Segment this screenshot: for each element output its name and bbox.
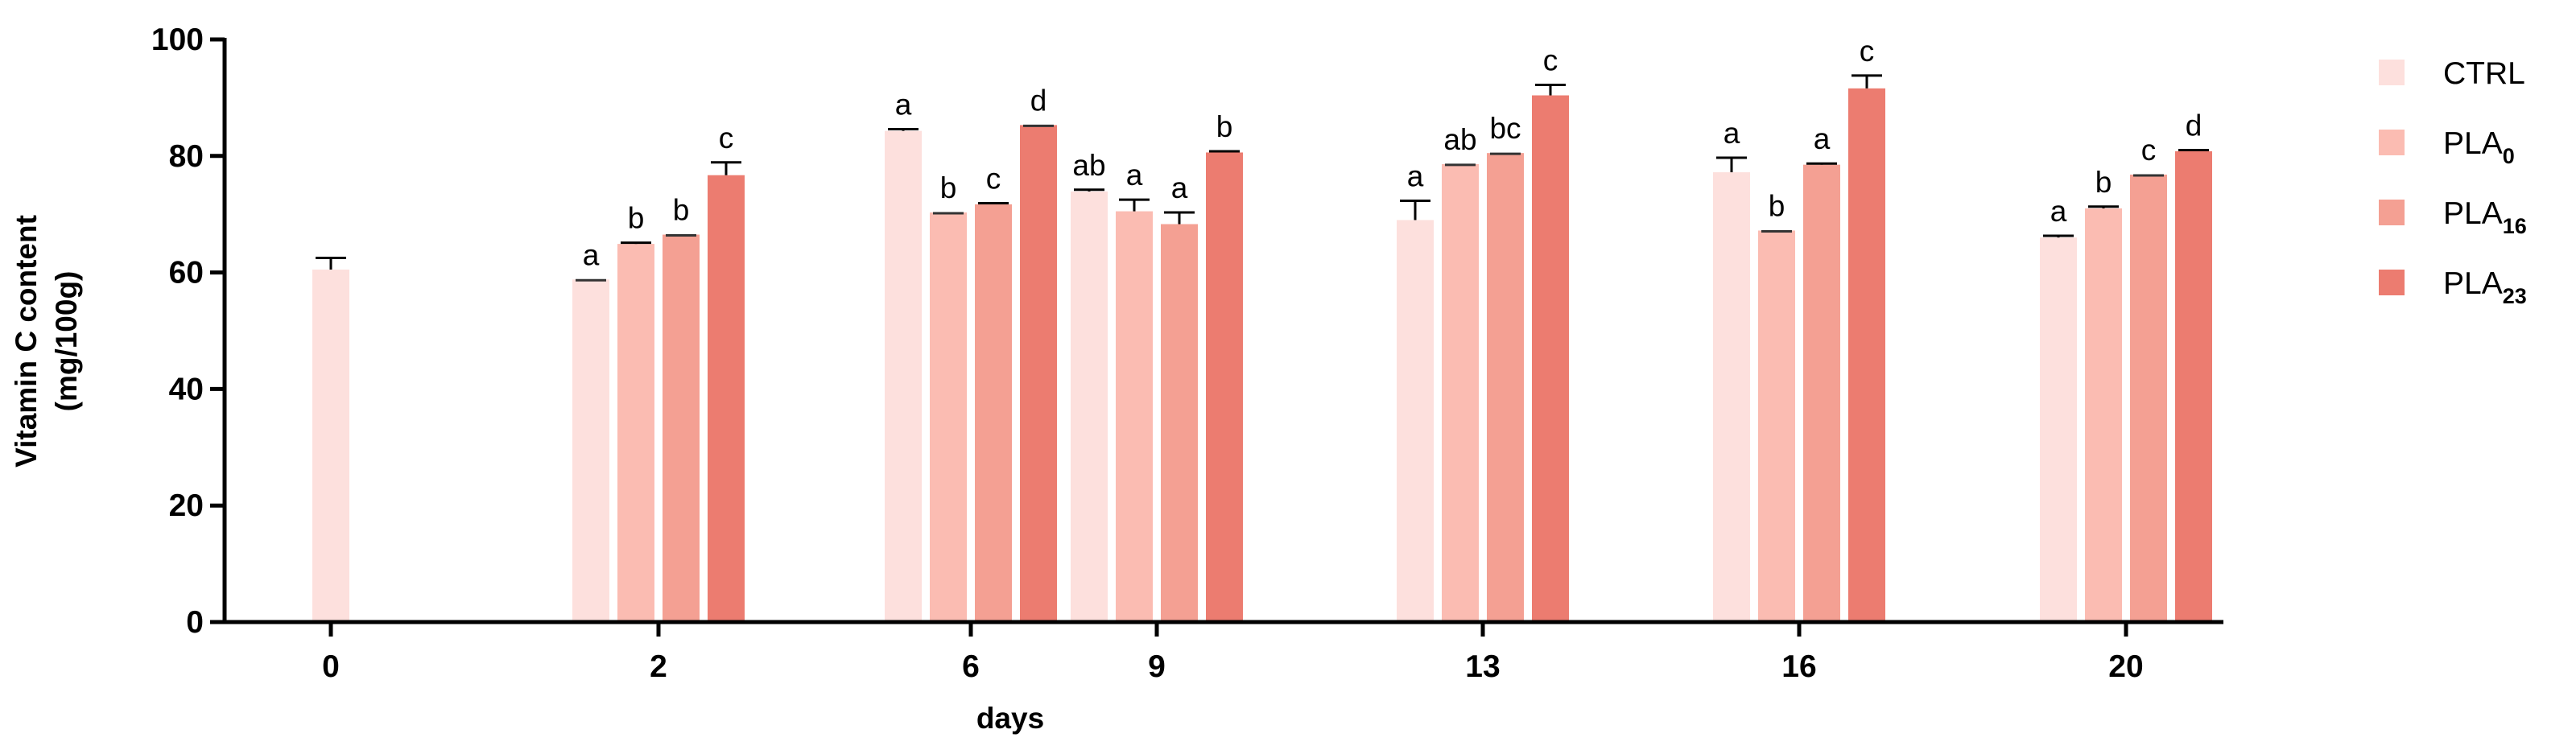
x-tick-label-2: 2 — [650, 649, 667, 684]
x-tick-label-0: 0 — [322, 649, 340, 684]
bar-pla23-day-9 — [1206, 152, 1243, 622]
x-tick-label-20: 20 — [2108, 649, 2143, 684]
x-tick-label-6: 6 — [962, 649, 980, 684]
bar-pla16-day-16 — [1803, 164, 1840, 622]
legend-swatch-pla16 — [2379, 200, 2405, 225]
bar-pla0-day-20 — [2085, 208, 2122, 623]
bar-pla16-day-6 — [975, 204, 1012, 623]
y-axis-title: Vitamin C content (mg/100g) — [10, 215, 83, 468]
significance-label-pla16-day-2: b — [673, 194, 690, 227]
bar-ctrl-day-16 — [1713, 172, 1750, 622]
legend-label-pla0: PLA0 — [2443, 126, 2515, 168]
bar-ctrl-day-9 — [1071, 191, 1108, 623]
y-tick-label-40: 40 — [169, 372, 204, 406]
significance-label-pla16-day-16: a — [1814, 122, 1831, 155]
significance-label-ctrl-day-6: a — [895, 88, 912, 121]
significance-label-ctrl-day-2: a — [583, 238, 600, 271]
significance-label-pla23-day-13: c — [1543, 43, 1558, 76]
significance-label-pla16-day-13: bc — [1489, 112, 1521, 145]
bar-pla16-day-9 — [1161, 224, 1198, 622]
significance-label-ctrl-day-9: ab — [1072, 149, 1105, 182]
bar-ctrl-day-0 — [312, 269, 349, 622]
significance-label-pla0-day-13: ab — [1443, 123, 1476, 156]
bar-pla23-day-6 — [1020, 125, 1057, 623]
y-axis-title-line1: Vitamin C content — [10, 215, 43, 468]
significance-label-pla23-day-20: d — [2186, 109, 2202, 142]
bar-pla0-day-13 — [1442, 163, 1479, 622]
axes: 0 20 40 60 80 100 0 2 6 9 13 16 20 — [151, 23, 2223, 684]
legend-swatch-pla23 — [2379, 270, 2405, 295]
legend: CTRL PLA0 PLA16 PLA23 — [2379, 56, 2527, 308]
bar-pla23-day-16 — [1848, 88, 1885, 623]
y-tick-label-80: 80 — [169, 139, 204, 174]
bar-pla0-day-16 — [1758, 230, 1795, 622]
bar-pla23-day-2 — [708, 175, 745, 622]
legend-label-pla16: PLA16 — [2443, 196, 2527, 238]
legend-label-ctrl: CTRL — [2443, 56, 2525, 91]
significance-label-pla23-day-2: c — [719, 122, 734, 155]
significance-label-pla16-day-9: a — [1171, 171, 1188, 204]
bar-ctrl-day-2 — [572, 279, 609, 622]
legend-swatch-ctrl — [2379, 60, 2405, 85]
bar-pla0-day-6 — [930, 212, 967, 622]
bar-ctrl-day-20 — [2040, 237, 2077, 622]
significance-label-pla23-day-6: d — [1030, 84, 1047, 117]
x-axis-title: days — [976, 702, 1044, 735]
x-tick-label-13: 13 — [1465, 649, 1500, 684]
significance-label-ctrl-day-20: a — [2050, 195, 2067, 228]
significance-label-pla0-day-6: b — [940, 171, 957, 204]
legend-label-pla23: PLA23 — [2443, 266, 2527, 308]
bar-pla16-day-2 — [663, 234, 700, 622]
y-axis-title-line2: (mg/100g) — [50, 271, 83, 412]
significance-label-ctrl-day-16: a — [1724, 117, 1740, 150]
legend-swatch-pla0 — [2379, 130, 2405, 155]
bars-layer — [312, 74, 2212, 623]
bar-pla23-day-13 — [1532, 95, 1569, 622]
significance-label-pla16-day-6: c — [986, 162, 1001, 195]
significance-label-pla16-day-20: c — [2141, 134, 2157, 167]
bar-pla23-day-20 — [2175, 151, 2212, 622]
y-tick-label-100: 100 — [151, 23, 204, 57]
bar-pla16-day-13 — [1487, 153, 1524, 622]
bar-ctrl-day-6 — [885, 130, 922, 623]
bar-ctrl-day-13 — [1397, 220, 1434, 622]
x-tick-label-16: 16 — [1781, 649, 1816, 684]
y-tick-label-20: 20 — [169, 488, 204, 523]
y-tick-label-0: 0 — [186, 605, 204, 640]
x-tick-label-9: 9 — [1148, 649, 1166, 684]
significance-label-pla0-day-2: b — [628, 202, 645, 235]
bar-pla0-day-9 — [1116, 211, 1153, 622]
bar-pla0-day-2 — [617, 244, 654, 622]
bar-pla16-day-20 — [2130, 174, 2167, 622]
y-tick-label-60: 60 — [169, 256, 204, 291]
significance-label-pla0-day-20: b — [2095, 166, 2112, 199]
significance-label-pla23-day-16: c — [1860, 35, 1875, 68]
significance-label-ctrl-day-13: a — [1407, 160, 1424, 193]
significance-label-pla23-day-9: b — [1216, 110, 1233, 143]
significance-label-pla0-day-9: a — [1126, 159, 1143, 192]
significance-label-pla0-day-16: b — [1769, 189, 1785, 222]
